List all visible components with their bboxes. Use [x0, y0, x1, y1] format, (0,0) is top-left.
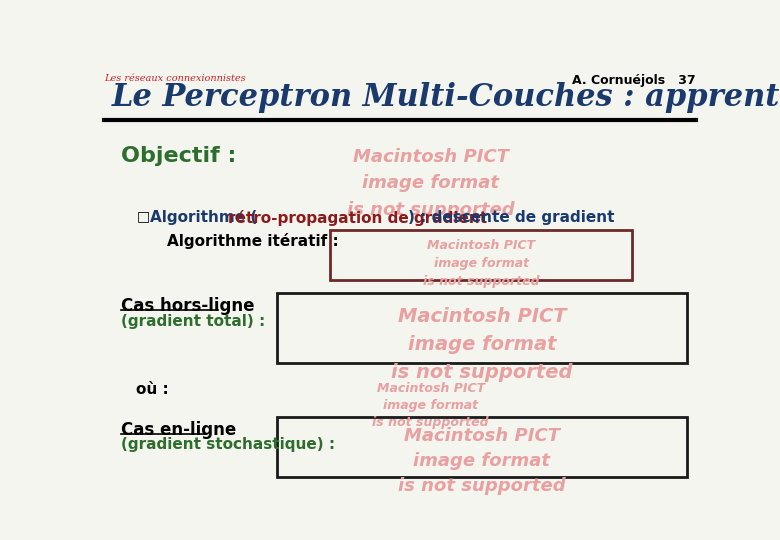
Text: Macintosh PICT
image format
is not supported: Macintosh PICT image format is not suppo… — [372, 382, 489, 429]
Text: où :: où : — [136, 382, 169, 397]
Text: A. Cornuéjols   37: A. Cornuéjols 37 — [573, 74, 696, 87]
Bar — [330, 231, 633, 280]
Text: Cas hors-ligne: Cas hors-ligne — [121, 298, 254, 315]
Text: Macintosh PICT
image format
is not supported: Macintosh PICT image format is not suppo… — [398, 427, 566, 495]
Text: Macintosh PICT
image format
is not supported: Macintosh PICT image format is not suppo… — [423, 239, 540, 288]
Text: Macintosh PICT
image format
is not supported: Macintosh PICT image format is not suppo… — [391, 307, 573, 382]
Text: Objectif :: Objectif : — [121, 146, 236, 166]
Text: (gradient total) :: (gradient total) : — [121, 314, 265, 329]
Text: Le Perceptron Multi-Couches : apprentissage: Le Perceptron Multi-Couches : apprentiss… — [112, 82, 780, 113]
Text: Algorithme itératif :: Algorithme itératif : — [167, 233, 339, 248]
Text: □: □ — [136, 210, 150, 224]
Bar — [278, 294, 686, 363]
Text: Les réseaux connexionnistes: Les réseaux connexionnistes — [104, 74, 246, 83]
Bar — [278, 417, 686, 477]
Text: ) : descente de gradient: ) : descente de gradient — [407, 210, 614, 225]
Text: Algorithme (: Algorithme ( — [151, 210, 257, 225]
Text: Macintosh PICT
image format
is not supported: Macintosh PICT image format is not suppo… — [347, 148, 515, 219]
Text: Cas en-ligne: Cas en-ligne — [121, 421, 236, 438]
Text: (gradient stochastique) :: (gradient stochastique) : — [121, 437, 335, 453]
Text: rétro-propagation de gradient: rétro-propagation de gradient — [228, 210, 487, 226]
